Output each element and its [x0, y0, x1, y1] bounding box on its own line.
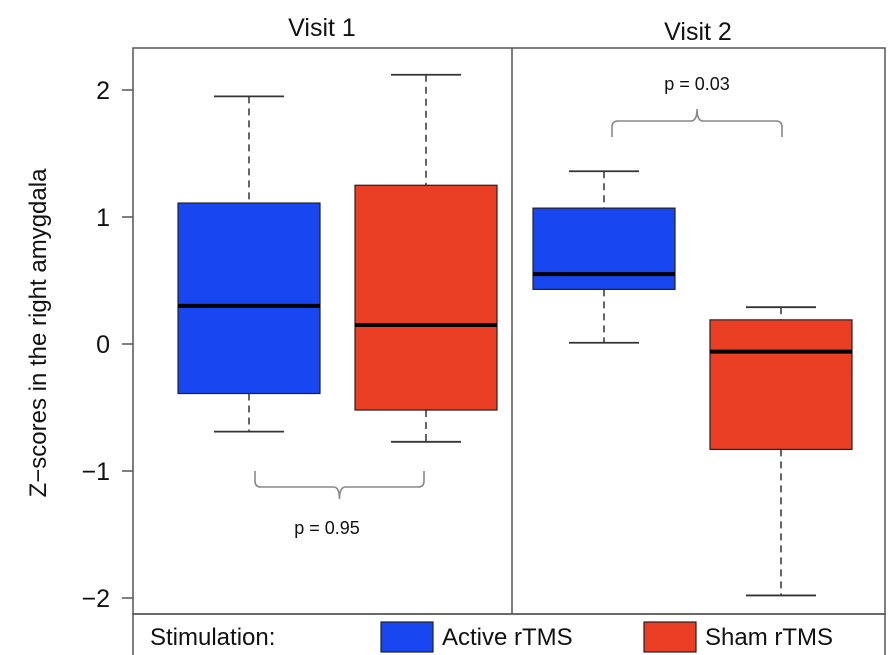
y-tick-label: −2 — [81, 585, 110, 613]
legend-label-sham: Sham rTMS — [705, 624, 833, 651]
box-series — [177, 73, 853, 597]
bracket-visit-2 — [611, 108, 783, 137]
box-sham-visit-1 — [354, 73, 498, 443]
legend-strip — [132, 613, 886, 655]
p-value-visit-1: p = 0.95 — [294, 518, 360, 538]
y-axis: 2 1 0 −1 −2 — [81, 77, 133, 613]
legend-swatch-sham — [643, 621, 697, 653]
box-iqr — [709, 319, 853, 451]
bracket-visit-1 — [254, 471, 425, 500]
box-active-visit-1 — [177, 95, 321, 433]
panel-title-visit-1: Visit 1 — [288, 14, 356, 42]
box-iqr — [354, 184, 498, 411]
panel-title-visit-2: Visit 2 — [664, 18, 732, 46]
box-active-visit-2 — [532, 170, 676, 344]
significance-annotations: p = 0.95 p = 0.03 — [254, 74, 783, 538]
p-value-visit-2: p = 0.03 — [664, 74, 730, 94]
y-tick-label: 1 — [96, 204, 110, 232]
y-axis-label: Z−scores in the right amygdala — [25, 168, 52, 497]
box-sham-visit-2 — [709, 306, 853, 597]
y-tick-label: 0 — [96, 331, 110, 359]
legend-title: Stimulation: — [150, 624, 275, 651]
box-iqr — [177, 202, 321, 395]
legend-swatch-active — [380, 621, 434, 653]
legend-label-active: Active rTMS — [442, 624, 573, 651]
box-iqr — [532, 207, 676, 290]
y-tick-label: 2 — [96, 77, 110, 105]
y-tick-label: −1 — [81, 458, 110, 486]
